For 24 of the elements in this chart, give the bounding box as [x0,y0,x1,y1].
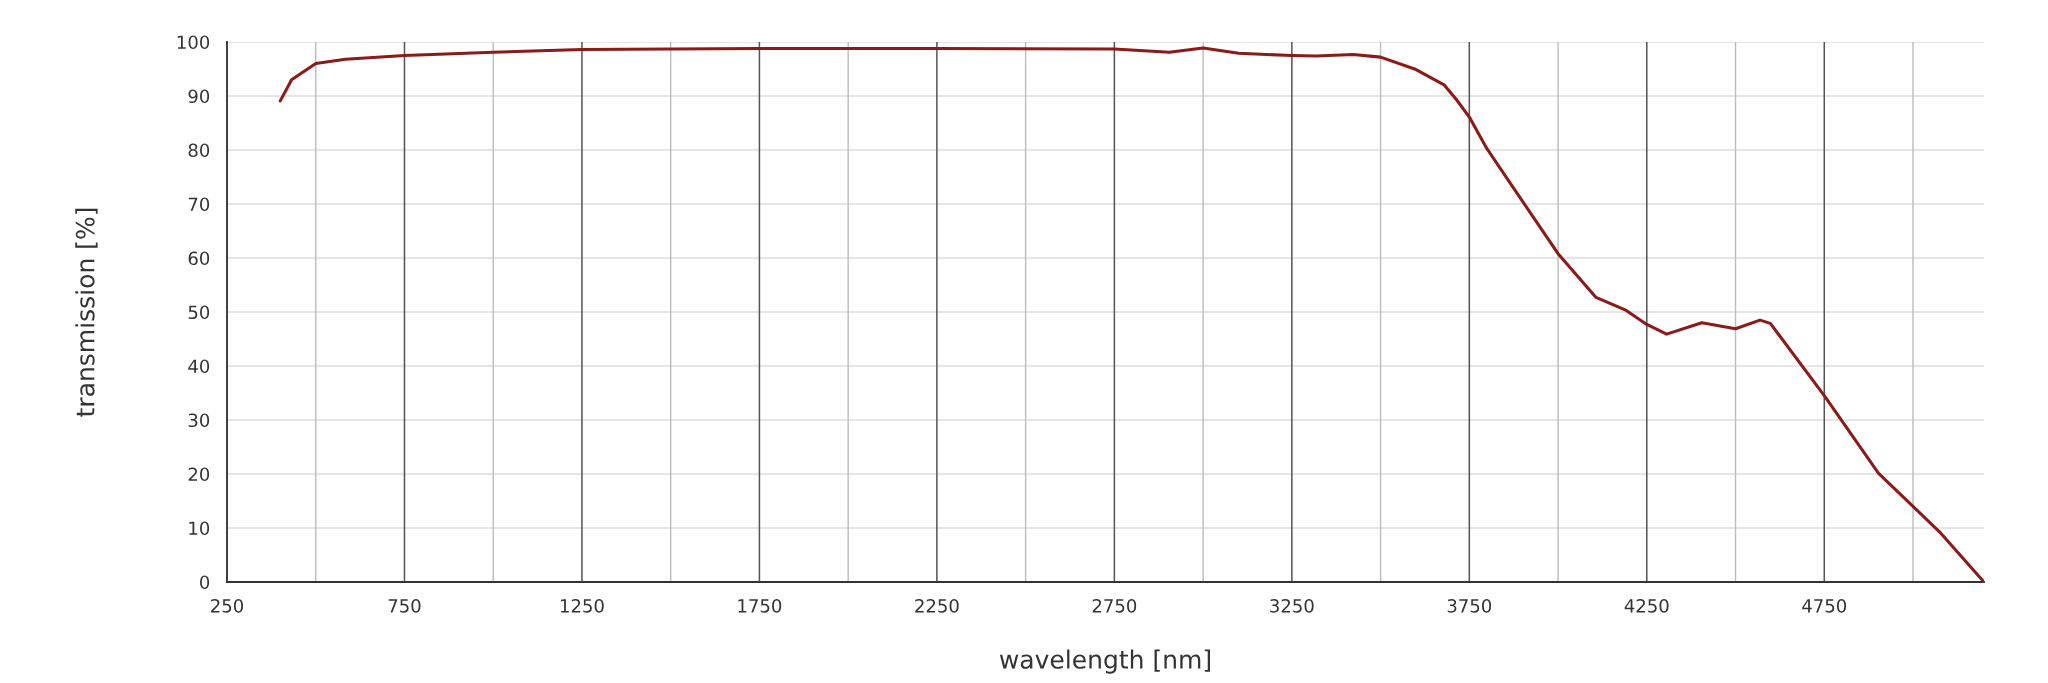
line-series [278,46,1984,582]
y-tick-label: 20 [188,467,210,482]
x-tick-label: 4750 [1802,598,1847,613]
x-tick-label: 250 [211,598,244,613]
x-tick-label: 4250 [1624,598,1669,613]
y-tick-label: 0 [200,575,210,590]
y-axis-title: transmission [%] [75,208,98,417]
x-tick-label: 2250 [915,598,959,613]
y-tick-label: 10 [189,521,210,536]
y-tick-label: 80 [188,143,210,158]
y-tick-label: 40 [188,359,210,374]
x-tick-label: 1250 [560,598,604,613]
x-tick-label: 3250 [1270,598,1314,613]
x-tick-label: 3750 [1447,598,1492,613]
y-tick-label: 70 [188,197,210,212]
x-axis-title: wavelength [nm] [999,649,1210,674]
x-tick-label: 750 [388,598,421,613]
x-tick-label: 1750 [738,598,782,613]
y-tick-label: 50 [188,305,210,320]
y-tick-label: 30 [188,413,210,428]
y-tick-label: 90 [188,89,210,104]
y-tick-label: 60 [188,251,210,266]
x-tick-label: 2750 [1092,598,1137,613]
y-tick-label: 100 [177,35,210,50]
